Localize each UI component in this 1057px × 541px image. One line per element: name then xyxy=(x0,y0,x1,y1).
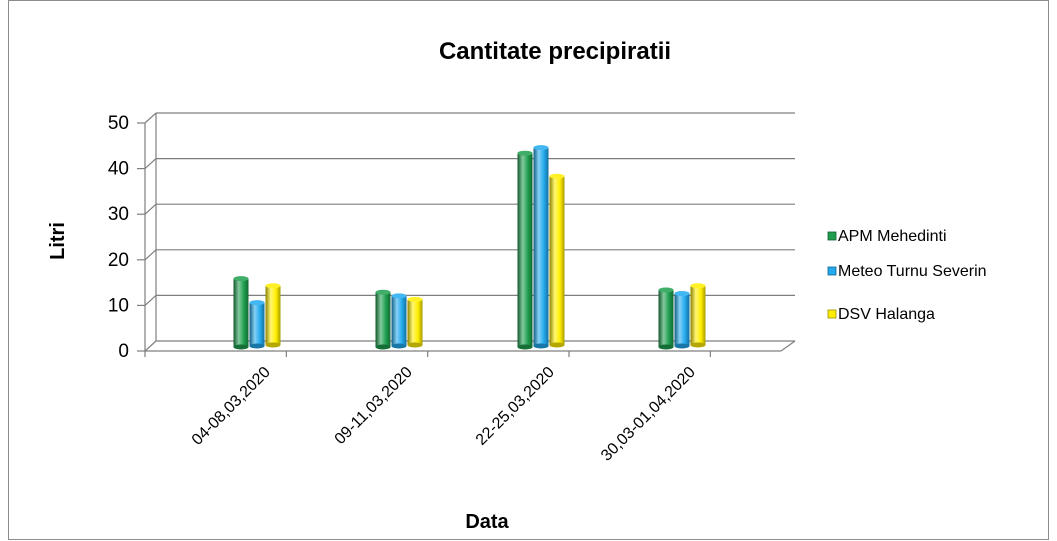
legend-label: Meteo Turnu Severin xyxy=(838,263,987,280)
x-tick-label: 04-08,03,2020 xyxy=(189,364,274,449)
bar-base xyxy=(375,344,391,350)
bar-top xyxy=(533,145,549,151)
bar xyxy=(249,300,265,349)
legend-item: DSV Halanga xyxy=(827,306,935,323)
bar-body xyxy=(375,292,391,347)
bar-layer xyxy=(233,145,706,350)
bar-base xyxy=(533,343,549,349)
bar xyxy=(517,150,533,350)
bar-body xyxy=(533,147,549,346)
x-axis-title: Data xyxy=(465,511,509,533)
bar-top xyxy=(233,276,249,282)
bar-body xyxy=(249,302,265,346)
bar-body xyxy=(265,285,281,345)
grid-layer xyxy=(144,112,795,352)
bar-top xyxy=(658,287,674,293)
bar-top xyxy=(375,289,391,295)
bar-base xyxy=(407,342,423,348)
bar-base xyxy=(265,342,281,348)
bar-body xyxy=(690,285,706,345)
y-tick-label: 0 xyxy=(118,341,129,362)
x-tick-label: 09-11,03,2020 xyxy=(332,364,416,448)
bar-body xyxy=(233,278,249,347)
bar xyxy=(658,287,674,350)
bar-body xyxy=(517,153,533,347)
legend-item: Meteo Turnu Severin xyxy=(827,263,987,280)
bar xyxy=(533,145,549,349)
gridline-side xyxy=(144,158,157,170)
bar xyxy=(233,276,249,350)
bar-base xyxy=(658,344,674,350)
bar-base xyxy=(233,344,249,350)
y-axis-title: Litri xyxy=(47,222,69,260)
bar xyxy=(690,283,706,348)
legend-swatch xyxy=(827,266,837,276)
y-tick-label: 10 xyxy=(108,295,129,316)
bar-body xyxy=(674,293,690,346)
gridline-side xyxy=(144,340,157,352)
bar-body xyxy=(391,295,407,346)
gridline-side xyxy=(144,203,157,215)
bar-top xyxy=(517,150,533,156)
bar xyxy=(375,289,391,350)
bar-top xyxy=(407,296,423,302)
bar xyxy=(265,283,281,348)
bar-body xyxy=(549,176,565,345)
floor-edge xyxy=(780,340,796,352)
y-tick-label: 30 xyxy=(108,204,129,225)
bar-top xyxy=(674,291,690,297)
y-tick-label: 40 xyxy=(108,159,129,180)
bar-top xyxy=(549,173,565,179)
bar-top xyxy=(690,283,706,289)
legend: APM Mehedinti Meteo Turnu Severin DSV Hala… xyxy=(827,228,987,323)
y-tick-label: 50 xyxy=(108,113,129,134)
bar-top xyxy=(249,300,265,306)
y-tick-label: 20 xyxy=(108,250,129,271)
legend-label: DSV Halanga xyxy=(838,306,935,323)
legend-label: APM Mehedinti xyxy=(838,228,947,245)
gridline-side xyxy=(144,249,157,261)
legend-swatch xyxy=(827,309,837,319)
chart-title: Cantitate precipiratii xyxy=(439,38,671,65)
x-tick-label: 22-25,03,2020 xyxy=(473,364,558,449)
bar xyxy=(391,293,407,349)
bar-body xyxy=(658,290,674,347)
bar-body xyxy=(407,299,423,345)
bar-base xyxy=(391,343,407,349)
legend-item: APM Mehedinti xyxy=(827,228,947,245)
bar-base xyxy=(674,343,690,349)
bar-base xyxy=(517,344,533,350)
bar xyxy=(674,291,690,349)
x-tick-label: 30,03-01,04,2020 xyxy=(598,364,699,465)
bar-base xyxy=(549,342,565,348)
bar-base xyxy=(249,343,265,349)
bar-top xyxy=(265,283,281,289)
bar-base xyxy=(690,342,706,348)
chart-area: 0 10 20 30 40 50 04-08,03,2020 09-11,03,2020 22-… xyxy=(8,0,1049,540)
gridline-side xyxy=(144,112,157,124)
bar xyxy=(407,296,423,348)
gridline-side xyxy=(144,294,157,306)
legend-swatch xyxy=(827,231,837,241)
bar-top xyxy=(391,293,407,299)
chart-svg: 0 10 20 30 40 50 04-08,03,2020 09-11,03,2020 22-… xyxy=(47,38,987,533)
bar xyxy=(549,173,565,348)
